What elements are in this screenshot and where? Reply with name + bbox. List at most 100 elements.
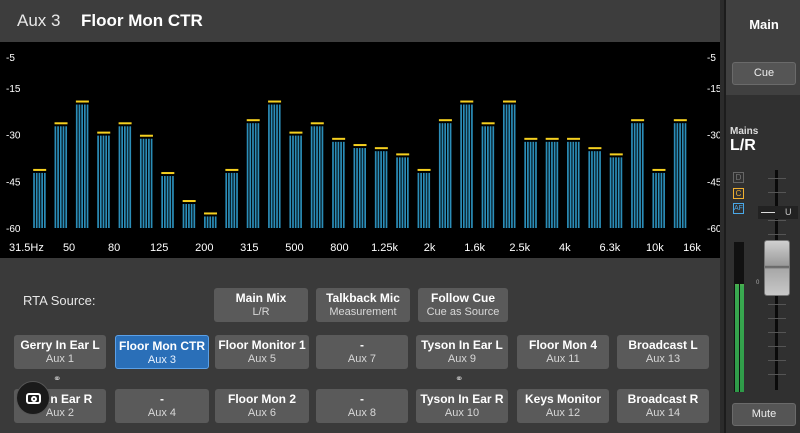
aux-select-button[interactable]: Tyson In Ear R Aux 10 [416,389,508,423]
rta-bar-strip [361,148,364,228]
cue-button[interactable]: Cue [732,62,796,85]
unity-label: U [785,207,792,217]
rta-band-bar [567,137,581,228]
tag-d-indicator: D [733,172,744,183]
aux-button-subtitle: Aux 10 [444,407,480,419]
main-channel-strip: Main Cue Mains L/R D C AF 0 U Mute [724,0,800,433]
aux-select-button[interactable]: Floor Mon CTR Aux 3 [115,335,209,369]
main-label: Main [749,17,779,32]
rta-bar-strip [65,126,68,228]
aux-button-subtitle: Aux 14 [645,407,681,419]
x-tick-label: 500 [285,242,303,254]
rta-bar-strip [505,104,508,228]
aux-select-button[interactable]: Broadcast R Aux 14 [617,389,709,423]
aux-select-button[interactable]: Floor Mon 4 Aux 11 [517,335,609,369]
rta-band-bar [673,119,687,228]
rta-bar-strip [657,172,660,228]
rta-band-bar [332,137,346,228]
aux-button-subtitle: Aux 2 [45,407,75,419]
rta-bar-strip [417,172,420,228]
rta-bar-strip [465,104,468,228]
y-tick-label: -15 [707,84,720,95]
rta-bar-strip [609,157,612,228]
rta-band-bar [609,153,623,228]
unity-dash [761,212,775,213]
y-tick-label: -15 [6,84,21,95]
rta-bar-strip [460,104,462,228]
fader-scale-tick [768,234,786,235]
x-tick-label: 6.3k [599,242,620,254]
fader-handle[interactable] [764,240,790,296]
rta-source-main-mix-button[interactable]: Main Mix L/R [214,288,308,322]
rta-band-bar [481,122,495,228]
rta-peak-marker [182,200,196,203]
aux-button-title: Broadcast L [628,338,698,352]
rta-band-bar [97,131,111,228]
rta-bar-strip [43,172,46,228]
aux-select-button[interactable]: Keys Monitor Aux 12 [517,389,609,423]
aux-number-label: Aux 3 [17,11,61,30]
rta-bar-strip [342,141,345,228]
aux-button-subtitle: Aux 8 [347,407,377,419]
rta-bar-strip [529,141,532,228]
rta-bar-strip [567,141,569,228]
rta-bar-strip [142,138,145,228]
rta-bar-strip [340,141,342,228]
camera-search-icon[interactable] [16,381,50,415]
mute-button[interactable]: Mute [732,403,796,426]
rta-bar-strip [471,104,473,228]
rta-source-label: RTA Source: [23,293,96,308]
aux-select-button[interactable]: Gerry In Ear L Aux 1 [14,335,106,369]
rta-bar-strip [102,135,105,228]
rta-band-bar [524,137,538,228]
rta-bar-strip [673,123,676,228]
rta-source-talkback-button[interactable]: Talkback Mic Measurement [316,288,410,322]
rta-bar-strip [188,204,190,228]
aux-button-title: Floor Mon 2 [228,392,296,406]
rta-bar-strip [268,104,270,228]
rta-bar-strip [278,104,281,228]
rta-bar-strip [33,172,35,228]
rta-band-bar [374,147,388,228]
rta-bar-strip [316,126,318,228]
rta-bar-strip [321,126,324,228]
rta-bar-strip [249,123,252,228]
rta-bar-strip [35,172,38,228]
rta-band-bar [460,100,474,228]
rta-peak-marker [118,122,132,125]
rta-bar-strip [358,148,361,228]
aux-select-button[interactable]: Tyson In Ear L Aux 9 [416,335,508,369]
rta-bar-strip [663,172,665,228]
aux-select-button[interactable]: Floor Monitor 1 Aux 5 [215,335,309,369]
rta-peak-marker [374,147,388,150]
rta-peak-marker [502,100,516,103]
rta-peak-marker [567,137,581,140]
rta-bar-strip [169,176,172,228]
rta-bar-strip [612,157,615,228]
aux-select-button[interactable]: Floor Mon 2 Aux 6 [215,389,309,423]
fader-scale-tick [768,360,786,361]
aux-button-subtitle: Aux 11 [546,353,580,365]
camera-body-shape [26,393,41,404]
rta-peak-marker [332,137,346,140]
aux-select-button[interactable]: Broadcast L Aux 13 [617,335,709,369]
tag-c-indicator: C [733,188,744,199]
aux-select-button[interactable]: - Aux 4 [115,389,209,423]
aux-select-button[interactable]: - Aux 7 [316,335,408,369]
x-tick-label: 200 [195,242,213,254]
button-title: Talkback Mic [326,291,400,305]
rta-bar-strip [633,123,636,228]
rta-bar-strip [489,126,492,228]
rta-source-follow-cue-button[interactable]: Follow Cue Cue as Source [418,288,508,322]
rta-bar-strip [75,104,78,228]
aux-button-subtitle: Aux 4 [147,407,177,419]
fader-scale-tick [768,220,786,221]
rta-band-bar [139,134,153,228]
rta-peak-marker [225,168,239,171]
rta-band-bar [225,168,239,228]
rta-band-bar [33,168,47,228]
aux-button-title: Floor Mon CTR [119,339,205,353]
mains-label: Mains [730,126,759,137]
aux-select-button[interactable]: - Aux 8 [316,389,408,423]
rta-peak-marker [97,131,111,134]
